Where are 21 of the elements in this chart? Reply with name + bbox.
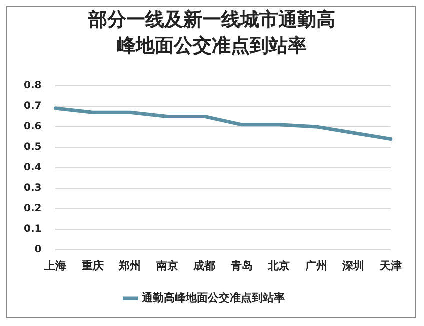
x-tick-label: 重庆 xyxy=(80,259,104,272)
x-tick-label: 成都 xyxy=(192,259,216,272)
x-tick-label: 广州 xyxy=(304,259,328,272)
y-tick-label: 0.5 xyxy=(24,142,42,154)
y-tick-label: 0.3 xyxy=(24,182,42,194)
chart-title: 部分一线及新一线城市通勤高峰地面公交准点到站率 xyxy=(87,8,336,59)
x-tick-label: 北京 xyxy=(267,259,290,272)
x-tick-label: 南京 xyxy=(155,259,178,272)
x-tick-label: 上海 xyxy=(44,259,67,272)
y-tick-label: 0.1 xyxy=(24,224,42,235)
legend-label: 通勤高峰地面公交准点到站率 xyxy=(140,291,285,304)
x-tick-label: 天津 xyxy=(379,259,402,272)
y-tick-label: 0 xyxy=(34,244,42,256)
y-tick-label: 0.7 xyxy=(24,101,42,112)
x-tick-label: 青岛 xyxy=(230,259,253,272)
y-tick-label: 0.6 xyxy=(24,122,42,133)
x-tick-label: 深圳 xyxy=(342,259,365,272)
y-tick-label: 0.4 xyxy=(24,162,42,174)
y-tick-label: 0.2 xyxy=(24,203,42,214)
x-tick-label: 郑州 xyxy=(118,259,142,272)
y-tick-label: 0.8 xyxy=(24,80,42,92)
